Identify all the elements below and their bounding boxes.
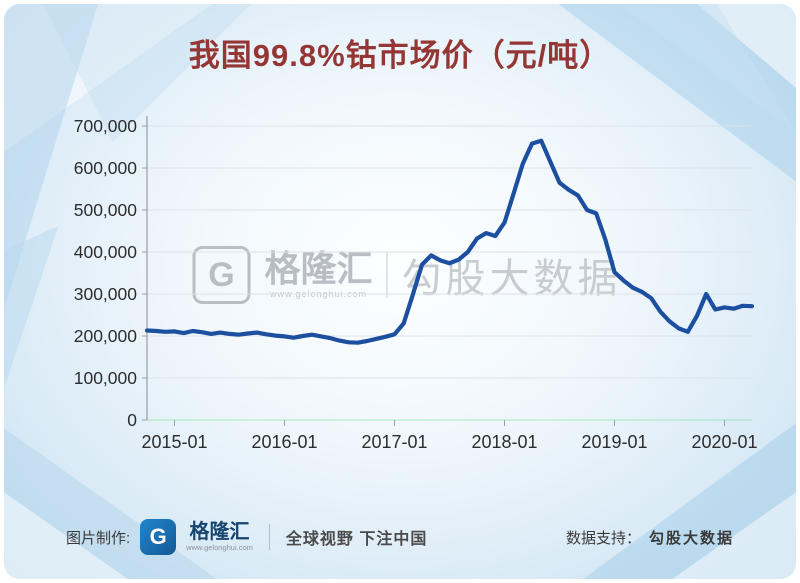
x-tick-label: 2017-01 [361, 432, 427, 452]
y-tick-label: 600,000 [74, 158, 138, 178]
y-tick-label: 400,000 [74, 242, 138, 262]
y-tick-label: 300,000 [74, 284, 138, 304]
y-tick-label: 700,000 [74, 116, 138, 136]
footer-right: 数据支持： 勾股大数据 [566, 527, 734, 548]
footer-credit-label: 图片制作: [66, 529, 131, 547]
y-tick-label: 100,000 [74, 368, 138, 388]
chart-area: G 格隆汇 www.gelonghui.com 勾股大数据 0 100,000 20… [52, 104, 762, 474]
price-line [144, 138, 755, 345]
footer-divider [268, 524, 270, 550]
footer-slogan: 全球视野 下注中国 [285, 531, 428, 548]
x-tick-label: 2018-01 [471, 432, 537, 452]
footer-brand: 格隆汇 [189, 521, 250, 544]
gelonghui-footer-logo-letter: G [149, 524, 167, 549]
footer-left: 图片制作: G 格隆汇 www.gelonghui.com 全球视野 下注中国 [66, 519, 427, 555]
gelonghui-footer-logo-icon: G [140, 519, 177, 555]
watermark-divider [386, 252, 388, 298]
x-tick-label: 2020-01 [691, 432, 757, 452]
x-tick-label: 2015-01 [141, 432, 207, 452]
data-support-value: 勾股大数据 [648, 529, 734, 547]
watermark-brand: 格隆汇 [264, 248, 373, 289]
gelonghui-logo-letter: G [208, 255, 235, 294]
page-title: 我国99.8%钴市场价（元/吨） [188, 38, 612, 73]
gelonghui-logo-icon: G [192, 246, 251, 304]
price-chart: 0 100,000 200,000 300,000 400,000 500,000 600,… [74, 116, 758, 452]
footer: 图片制作: G 格隆汇 www.gelonghui.com 全球视野 下注中国 … [66, 519, 734, 555]
y-tick-label: 200,000 [74, 326, 138, 346]
x-tick-label: 2016-01 [251, 432, 317, 452]
y-tick-label: 500,000 [74, 200, 138, 220]
data-support-label: 数据支持： [565, 529, 641, 547]
footer-brand-url: www.gelonghui.com [186, 543, 253, 553]
chart-card: 我国99.8%钴市场价（元/吨） G 格隆汇 www.gelonghui.com… [4, 4, 796, 579]
y-tick-label: 0 [127, 410, 137, 430]
x-tick-label: 2019-01 [581, 432, 647, 452]
